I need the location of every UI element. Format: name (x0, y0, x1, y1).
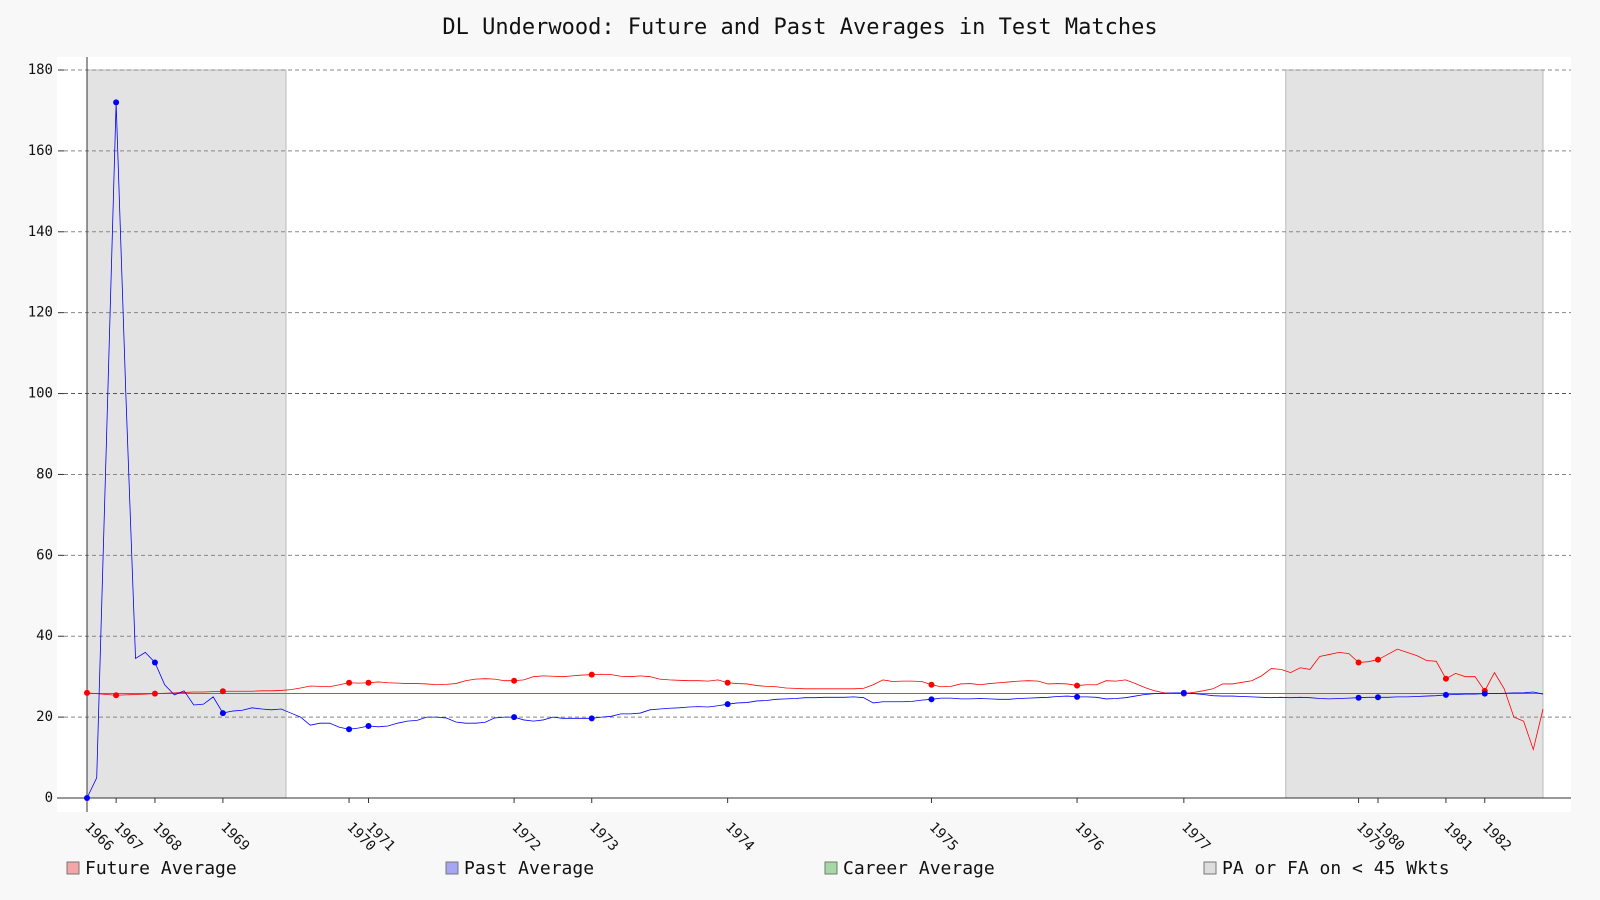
series-marker (113, 692, 120, 699)
series-marker (84, 795, 90, 801)
y-tick-label: 100 (28, 386, 53, 402)
shaded-region (1285, 69, 1544, 799)
y-tick-label: 20 (36, 709, 53, 725)
series-marker (113, 99, 120, 106)
shaded-region (86, 69, 287, 799)
series-marker (346, 726, 353, 733)
series-marker (365, 723, 372, 730)
y-tick-label: 140 (28, 224, 53, 240)
series-marker (588, 715, 595, 722)
x-tick-label: 1982 (1479, 819, 1514, 854)
y-tick-label: 0 (45, 790, 53, 806)
series-marker (1374, 656, 1381, 663)
series-marker (1481, 690, 1488, 697)
x-tick-label: 1969 (217, 819, 252, 854)
y-tick-label: 180 (28, 62, 53, 78)
x-tick-label: 1973 (586, 819, 621, 854)
series-marker (1074, 682, 1081, 689)
series-marker (1442, 675, 1449, 682)
series-marker (365, 679, 372, 686)
x-tick-label: 1977 (1178, 819, 1213, 854)
legend-label: Career Average (843, 858, 995, 879)
y-tick-label: 80 (36, 466, 53, 482)
legend-swatch (66, 861, 80, 875)
series-marker (346, 679, 353, 686)
series-marker (588, 671, 595, 678)
legend-label: Past Average (464, 858, 594, 879)
series-marker (151, 659, 158, 666)
series-marker (1180, 689, 1187, 696)
legend-swatch (445, 861, 459, 875)
series-marker (724, 679, 731, 686)
series-marker (511, 677, 518, 684)
x-tick-label: 1967 (110, 819, 145, 854)
legend-swatch (1203, 861, 1217, 875)
series-marker (1355, 694, 1362, 701)
chart-title: DL Underwood: Future and Past Averages i… (442, 15, 1157, 40)
series-marker (151, 690, 158, 697)
x-tick-label: 1974 (722, 819, 757, 854)
series-line (86, 648, 1544, 751)
x-tick-label: 1981 (1440, 819, 1475, 854)
series-marker (219, 710, 226, 717)
series-marker (928, 681, 935, 688)
series-marker (84, 689, 90, 696)
series-marker (1442, 691, 1449, 698)
series-marker (219, 688, 226, 695)
y-tick-label: 40 (36, 628, 53, 644)
legend-label: Future Average (85, 858, 237, 879)
y-tick-label: 60 (36, 547, 53, 563)
y-tick-label: 160 (28, 143, 53, 159)
legend-label: PA or FA on < 45 Wkts (1222, 858, 1450, 879)
x-tick-label: 1976 (1071, 819, 1106, 854)
series-marker (928, 696, 935, 703)
legend-swatch (824, 861, 838, 875)
series-marker (1374, 694, 1381, 701)
series-marker (724, 701, 731, 708)
y-tick-label: 120 (28, 305, 53, 321)
series-marker (1355, 659, 1362, 666)
x-tick-label: 1975 (926, 819, 961, 854)
series-marker (511, 714, 518, 721)
series-marker (1074, 693, 1081, 700)
x-tick-label: 1968 (149, 819, 184, 854)
x-tick-label: 1972 (508, 819, 543, 854)
series-line (86, 102, 1544, 799)
x-tick-label: 1966 (81, 819, 116, 854)
